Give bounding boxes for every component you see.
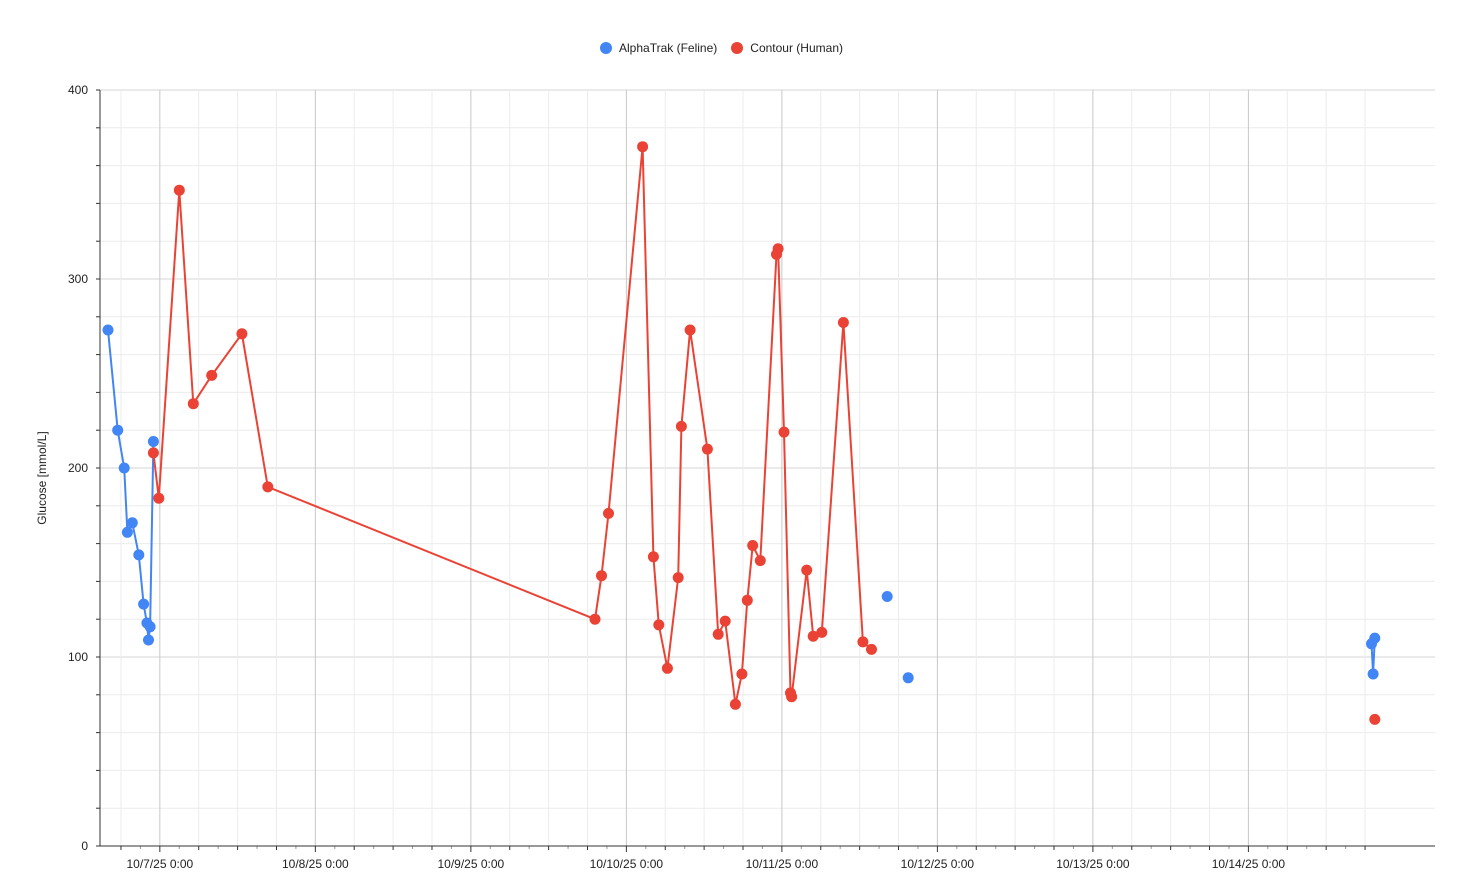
data-point[interactable] [647, 551, 659, 563]
data-point[interactable] [133, 549, 145, 561]
y-tick-label: 100 [68, 650, 88, 664]
legend: AlphaTrak (Feline) Contour (Human) [0, 38, 1463, 58]
data-point[interactable] [701, 443, 713, 455]
x-tick-label: 10/11/25 0:00 [746, 857, 819, 871]
y-axis-label: Glucose [mmol/L] [35, 431, 49, 524]
y-tick-label: 400 [68, 83, 88, 97]
x-tick-label: 10/7/25 0:00 [126, 857, 193, 871]
data-point[interactable] [1369, 713, 1381, 725]
series-0 [102, 324, 1381, 684]
y-tick-label: 200 [68, 461, 88, 475]
legend-item-contour[interactable]: Contour (Human) [731, 41, 843, 55]
data-point[interactable] [857, 636, 869, 648]
data-point[interactable] [801, 564, 813, 576]
data-point[interactable] [866, 643, 877, 655]
legend-marker-contour [731, 42, 744, 54]
data-point[interactable] [603, 507, 614, 519]
data-point[interactable] [653, 619, 665, 631]
series-1 [147, 141, 1381, 725]
data-point[interactable] [754, 555, 766, 567]
data-point[interactable] [736, 668, 748, 680]
data-point[interactable] [126, 517, 138, 529]
data-point[interactable] [153, 492, 165, 504]
data-point[interactable] [138, 598, 150, 610]
data-point[interactable] [102, 324, 114, 336]
x-tick-label: 10/13/25 0:00 [1056, 857, 1130, 871]
data-point[interactable] [187, 398, 199, 410]
data-point[interactable] [144, 621, 156, 633]
series-line [152, 146, 873, 705]
data-point[interactable] [236, 328, 248, 340]
data-point[interactable] [684, 324, 696, 336]
series-line [107, 329, 155, 641]
data-point[interactable] [206, 369, 218, 381]
data-point[interactable] [112, 424, 124, 436]
axes: 0 100 200 300 400 10/7/25 0:00 10/8/25 0:00 10/… [68, 83, 1435, 871]
data-point[interactable] [747, 540, 759, 551]
data-point[interactable] [902, 672, 914, 684]
data-point[interactable] [173, 184, 185, 196]
data-point[interactable] [147, 436, 159, 447]
data-point[interactable] [596, 570, 607, 582]
data-point[interactable] [778, 426, 790, 438]
data-point[interactable] [121, 526, 133, 538]
data-point[interactable] [786, 691, 798, 703]
data-point[interactable] [143, 634, 154, 646]
data-point[interactable] [729, 698, 741, 710]
data-point[interactable] [661, 662, 673, 674]
data-point[interactable] [816, 626, 828, 638]
x-tick-label: 10/12/25 0:00 [901, 857, 975, 871]
data-point[interactable] [1367, 668, 1379, 680]
data-point[interactable] [712, 628, 724, 640]
data-point[interactable] [719, 615, 731, 627]
data-point[interactable] [807, 630, 819, 642]
legend-item-alphatrak[interactable]: AlphaTrak (Feline) [600, 41, 717, 55]
legend-label-contour: Contour (Human) [750, 41, 843, 55]
data-point[interactable] [675, 420, 687, 432]
data-point[interactable] [881, 591, 893, 602]
data-point[interactable] [147, 447, 159, 459]
data-point[interactable] [118, 462, 130, 474]
x-tick-label: 10/14/25 0:00 [1212, 857, 1286, 871]
data-point[interactable] [772, 243, 784, 255]
data-point[interactable] [837, 317, 849, 328]
data-point[interactable] [741, 594, 753, 606]
y-tick-label: 0 [81, 839, 88, 853]
gridlines [100, 89, 1435, 846]
legend-label-alphatrak: AlphaTrak (Feline) [619, 41, 718, 55]
data-point[interactable] [1369, 632, 1381, 644]
data-point[interactable] [262, 481, 274, 493]
x-tick-label: 10/8/25 0:00 [282, 857, 349, 871]
series [102, 141, 1381, 725]
data-point[interactable] [589, 613, 601, 625]
data-point[interactable] [637, 141, 649, 153]
y-tick-label: 300 [68, 272, 88, 286]
legend-marker-alphatrak [600, 42, 613, 54]
data-point[interactable] [672, 572, 684, 584]
x-tick-label: 10/10/25 0:00 [590, 857, 664, 871]
x-tick-label: 10/9/25 0:00 [437, 857, 504, 871]
